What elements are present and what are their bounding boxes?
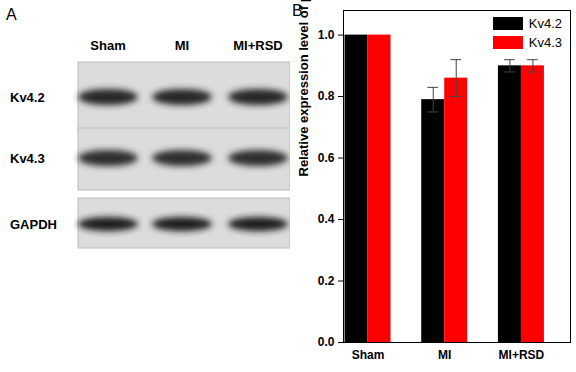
svg-text:0.8: 0.8 xyxy=(318,89,335,103)
svg-text:MI: MI xyxy=(438,348,451,362)
svg-text:MI+RSD: MI+RSD xyxy=(233,38,282,53)
svg-text:Sham: Sham xyxy=(90,38,125,53)
svg-text:Kv4.3: Kv4.3 xyxy=(10,151,45,166)
svg-text:0.6: 0.6 xyxy=(318,151,335,165)
svg-text:MI: MI xyxy=(175,38,189,53)
svg-text:MI+RSD: MI+RSD xyxy=(499,348,545,362)
svg-text:0.4: 0.4 xyxy=(318,212,335,226)
svg-text:Kv4.2: Kv4.2 xyxy=(10,90,45,105)
svg-text:0.2: 0.2 xyxy=(318,274,335,288)
svg-text:1.0: 1.0 xyxy=(318,28,335,42)
svg-text:Sham: Sham xyxy=(352,348,385,362)
svg-text:Relative expression level of p: Relative expression level of proteins xyxy=(296,0,311,177)
svg-text:A: A xyxy=(6,6,17,23)
svg-text:0.0: 0.0 xyxy=(318,335,335,349)
svg-text:GAPDH: GAPDH xyxy=(10,217,57,232)
